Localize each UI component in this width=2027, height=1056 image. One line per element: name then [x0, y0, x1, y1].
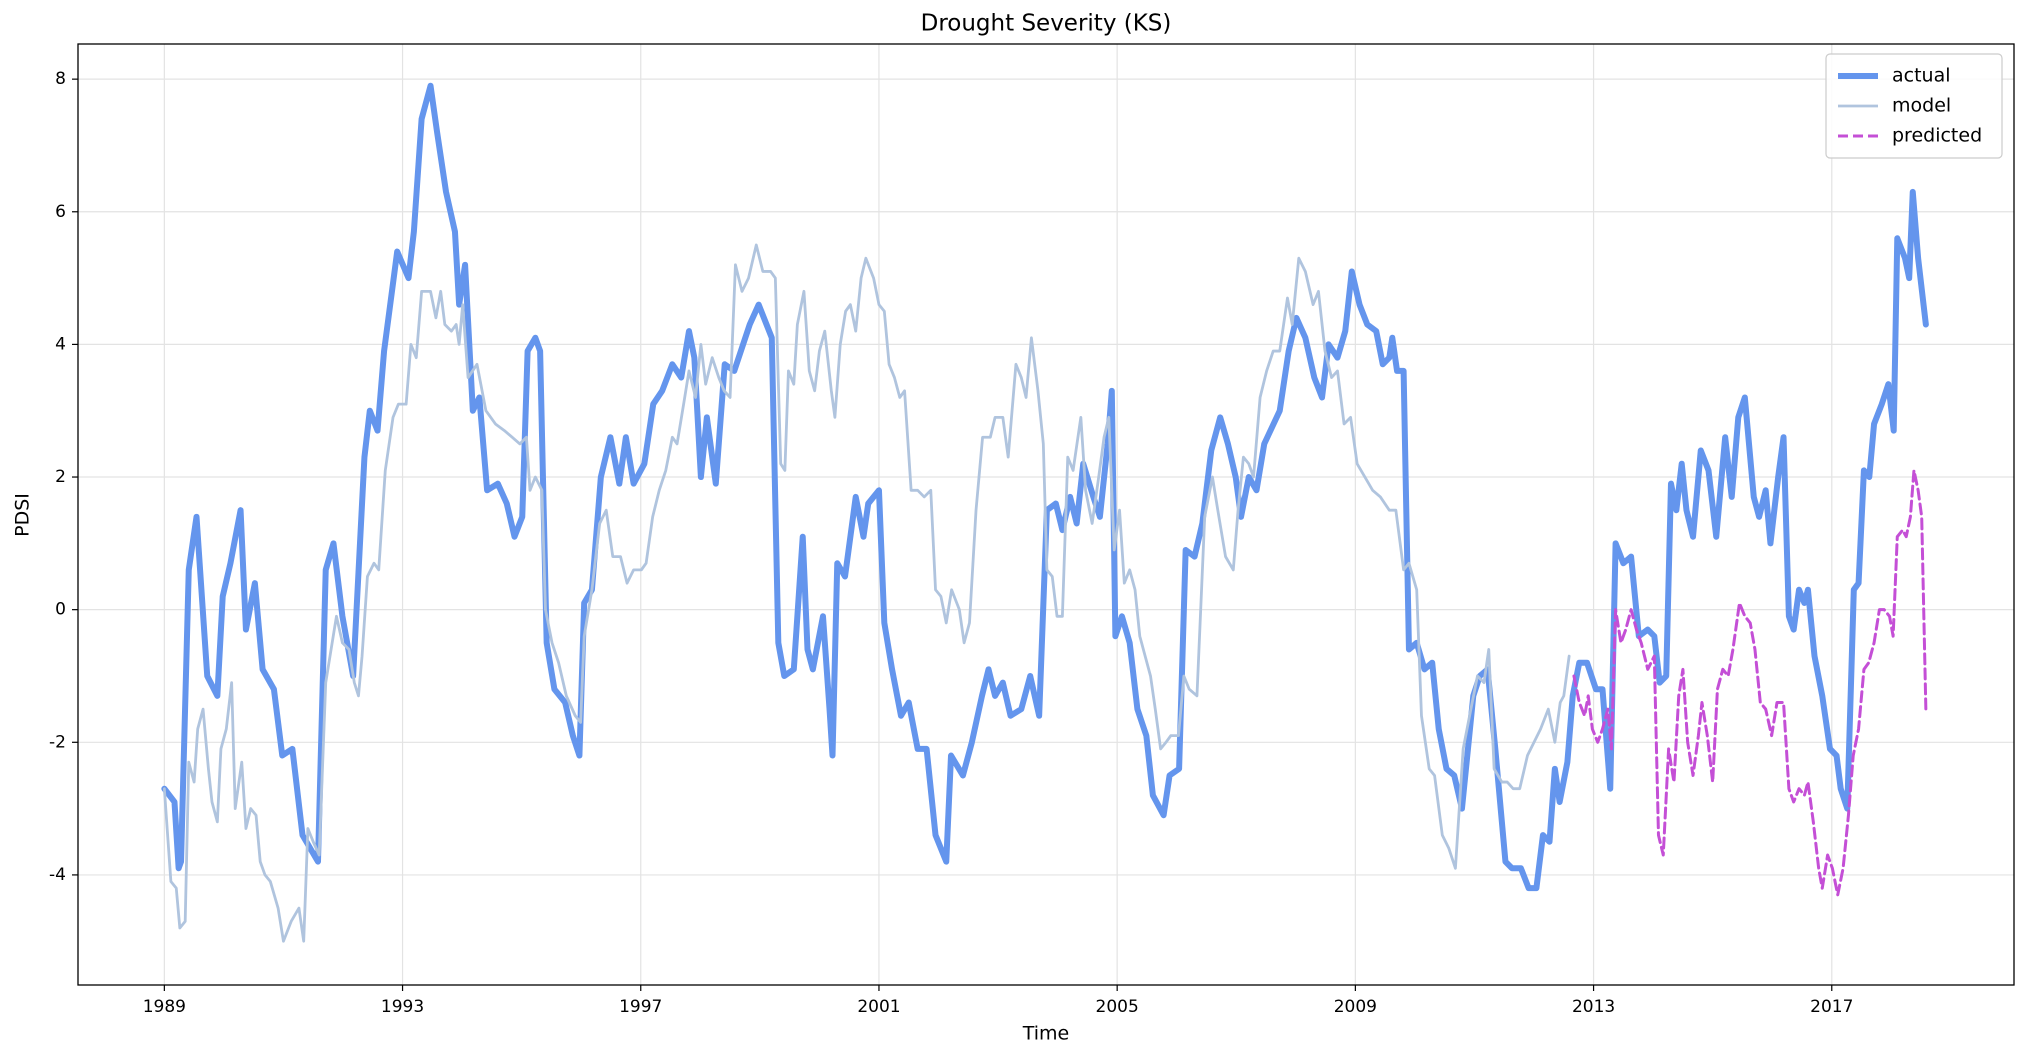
x-tick-label: 1997: [619, 997, 662, 1017]
x-tick-label: 2017: [1810, 997, 1853, 1017]
plot-frame: [77, 43, 2015, 986]
chart-title: Drought Severity (KS): [921, 11, 1172, 37]
y-tick-label: -2: [49, 732, 66, 752]
x-tick-label: 1993: [381, 997, 424, 1017]
x-tick-label: 2005: [1096, 997, 1139, 1017]
line-series: [1572, 468, 1928, 897]
legend-label: predicted: [1892, 125, 1982, 147]
x-tick-label: 2013: [1572, 997, 1615, 1017]
x-tick-label: 2009: [1334, 997, 1377, 1017]
y-axis-label: PDSI: [12, 493, 34, 537]
y-tick-label: -4: [49, 865, 66, 885]
legend-label: actual: [1892, 65, 1951, 87]
data-layer: [161, 82, 1929, 943]
y-tick-label: 4: [55, 334, 66, 354]
x-tick-label: 1989: [143, 997, 186, 1017]
y-tick-label: 6: [55, 202, 66, 222]
axis-layer: 1989 1993 1997 2001 2005 2009 2013 2017 -4 -2 0 2 4 6…: [49, 69, 1853, 1017]
y-tick-label: 2: [55, 467, 66, 487]
line-series: [161, 82, 1929, 892]
y-tick-label: 0: [55, 600, 66, 620]
legend-box: [1825, 53, 2003, 159]
line-series: [162, 243, 1571, 943]
x-tick-label: 2001: [857, 997, 900, 1017]
legend: actual model predicted: [1825, 53, 2003, 159]
y-tick-label: 8: [55, 69, 66, 89]
x-axis-label: Time: [1022, 1023, 1070, 1045]
legend-label: model: [1892, 95, 1951, 117]
